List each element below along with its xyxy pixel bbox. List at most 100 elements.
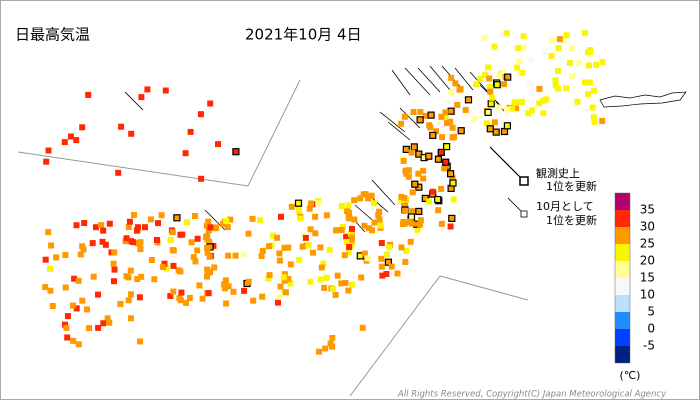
station — [484, 108, 492, 117]
station — [194, 235, 201, 242]
station — [345, 202, 352, 209]
station — [128, 291, 134, 298]
record-leader — [379, 111, 406, 133]
station — [144, 86, 151, 93]
station — [398, 194, 405, 200]
station — [563, 32, 570, 39]
station — [341, 252, 348, 259]
station — [437, 148, 445, 156]
station — [204, 232, 211, 239]
station — [417, 108, 424, 115]
record-leader — [489, 146, 522, 179]
record-leader — [429, 65, 451, 91]
legend-tick-label: 20 — [640, 254, 655, 268]
station — [115, 169, 122, 176]
record-symbol — [519, 176, 529, 186]
station — [421, 194, 429, 202]
station — [111, 266, 118, 273]
station — [488, 94, 495, 101]
station — [400, 157, 407, 164]
station — [45, 229, 52, 236]
station — [345, 249, 352, 256]
station — [137, 338, 143, 345]
station — [288, 203, 295, 210]
station — [67, 133, 74, 140]
station — [583, 105, 590, 112]
station — [287, 261, 294, 268]
station — [167, 237, 174, 243]
station — [415, 207, 423, 215]
station — [563, 85, 570, 92]
station — [407, 218, 414, 225]
station — [138, 94, 145, 101]
station — [401, 113, 408, 120]
station — [187, 128, 194, 135]
okinawa-inset-border — [17, 79, 301, 187]
station — [447, 118, 454, 125]
station — [555, 45, 562, 52]
station — [308, 200, 314, 207]
station — [70, 337, 77, 344]
station — [500, 69, 507, 76]
station — [536, 85, 543, 92]
station — [45, 147, 52, 154]
record-note-line: 10月として — [536, 200, 594, 213]
station — [361, 222, 368, 229]
station — [211, 264, 218, 271]
station — [151, 276, 158, 283]
station — [369, 227, 376, 234]
station — [102, 241, 109, 248]
station — [585, 91, 592, 98]
station — [487, 100, 495, 108]
station — [136, 294, 143, 301]
station — [462, 107, 469, 113]
station — [556, 36, 563, 43]
station — [496, 72, 503, 79]
station — [266, 243, 272, 250]
station — [225, 283, 232, 290]
station — [483, 120, 490, 127]
station — [541, 48, 548, 55]
station — [131, 212, 137, 218]
station — [402, 167, 409, 174]
station — [199, 295, 206, 302]
station — [438, 113, 445, 120]
station — [206, 253, 213, 260]
color-legend: 35 30 25 20 15 10 5 0 -5 — [614, 192, 655, 364]
station — [422, 112, 429, 119]
station — [281, 244, 288, 251]
legend-swatch — [615, 329, 630, 346]
station — [322, 345, 329, 352]
station — [148, 257, 155, 263]
station — [134, 276, 141, 283]
station — [95, 291, 101, 298]
station — [79, 297, 86, 304]
station — [434, 155, 442, 163]
station — [230, 288, 237, 295]
station — [275, 299, 281, 306]
station — [485, 64, 491, 71]
station — [513, 105, 520, 112]
station — [452, 80, 459, 87]
station — [232, 148, 240, 156]
station — [129, 239, 136, 246]
station — [196, 282, 203, 289]
station — [188, 239, 195, 246]
station — [442, 113, 449, 120]
station — [343, 239, 350, 245]
station — [576, 59, 583, 66]
station — [47, 287, 54, 294]
station — [589, 104, 596, 111]
station — [62, 252, 69, 258]
station — [569, 45, 576, 52]
record-symbol — [520, 210, 528, 218]
station — [128, 315, 134, 322]
record-legend: 観測史上 1位を更新 10月として 1位を更新 — [489, 146, 597, 227]
station — [378, 240, 385, 246]
station — [259, 293, 266, 300]
station — [155, 220, 161, 227]
station — [42, 256, 49, 263]
station — [106, 319, 113, 326]
station — [274, 234, 281, 241]
station — [416, 116, 424, 124]
